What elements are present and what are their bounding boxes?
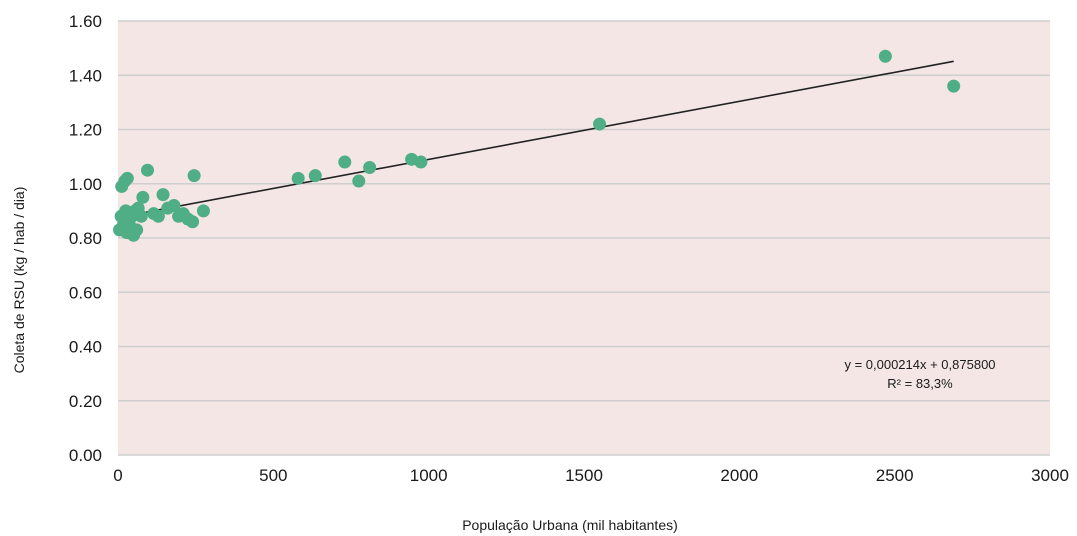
data-point — [151, 209, 165, 223]
data-point — [141, 163, 155, 177]
y-tick-labels: 0.00 0.20 0.40 0.60 0.80 1.00 1.20 1.40 1.60 — [69, 12, 102, 465]
data-point — [593, 117, 607, 131]
trendline — [117, 60, 954, 219]
data-points — [113, 49, 961, 242]
data-point — [186, 215, 200, 229]
data-point — [338, 155, 352, 169]
data-point — [352, 174, 366, 188]
data-point — [156, 188, 170, 202]
x-tick-labels: 0 500 1000 1500 2000 2500 3000 — [113, 466, 1069, 485]
x-tick-label: 1000 — [410, 466, 448, 485]
data-point — [130, 223, 144, 237]
x-tick-label: 500 — [259, 466, 287, 485]
data-point — [878, 49, 892, 63]
data-point — [136, 190, 150, 204]
data-point — [291, 171, 305, 185]
data-point — [167, 198, 181, 212]
x-tick-label: 2000 — [720, 466, 758, 485]
data-point — [308, 169, 322, 183]
y-tick-label: 0.20 — [69, 392, 102, 411]
data-point — [187, 169, 201, 183]
trendline-group — [117, 60, 954, 219]
x-tick-label: 2500 — [876, 466, 914, 485]
y-tick-label: 0.40 — [69, 338, 102, 357]
gridlines — [118, 20, 1050, 456]
y-tick-label: 1.40 — [69, 66, 102, 85]
y-tick-label: 0.80 — [69, 229, 102, 248]
data-point — [414, 155, 428, 169]
x-axis-title: População Urbana (mil habitantes) — [462, 517, 678, 533]
y-axis-title: Coleta de RSU (kg / hab / dia) — [11, 187, 27, 374]
data-point — [196, 204, 210, 218]
y-tick-label: 0.00 — [69, 446, 102, 465]
data-point — [947, 79, 961, 93]
data-point — [363, 160, 377, 174]
data-point — [120, 171, 134, 185]
trendline-r2: R² = 83,3% — [887, 376, 953, 391]
y-tick-label: 1.20 — [69, 121, 102, 140]
y-tick-label: 1.60 — [69, 12, 102, 31]
trendline-equation: y = 0,000214x + 0,875800 — [844, 357, 995, 372]
x-tick-label: 0 — [113, 466, 122, 485]
data-point — [134, 209, 148, 223]
x-tick-label: 1500 — [565, 466, 603, 485]
y-tick-label: 1.00 — [69, 175, 102, 194]
y-tick-label: 0.60 — [69, 283, 102, 302]
x-tick-label: 3000 — [1031, 466, 1069, 485]
